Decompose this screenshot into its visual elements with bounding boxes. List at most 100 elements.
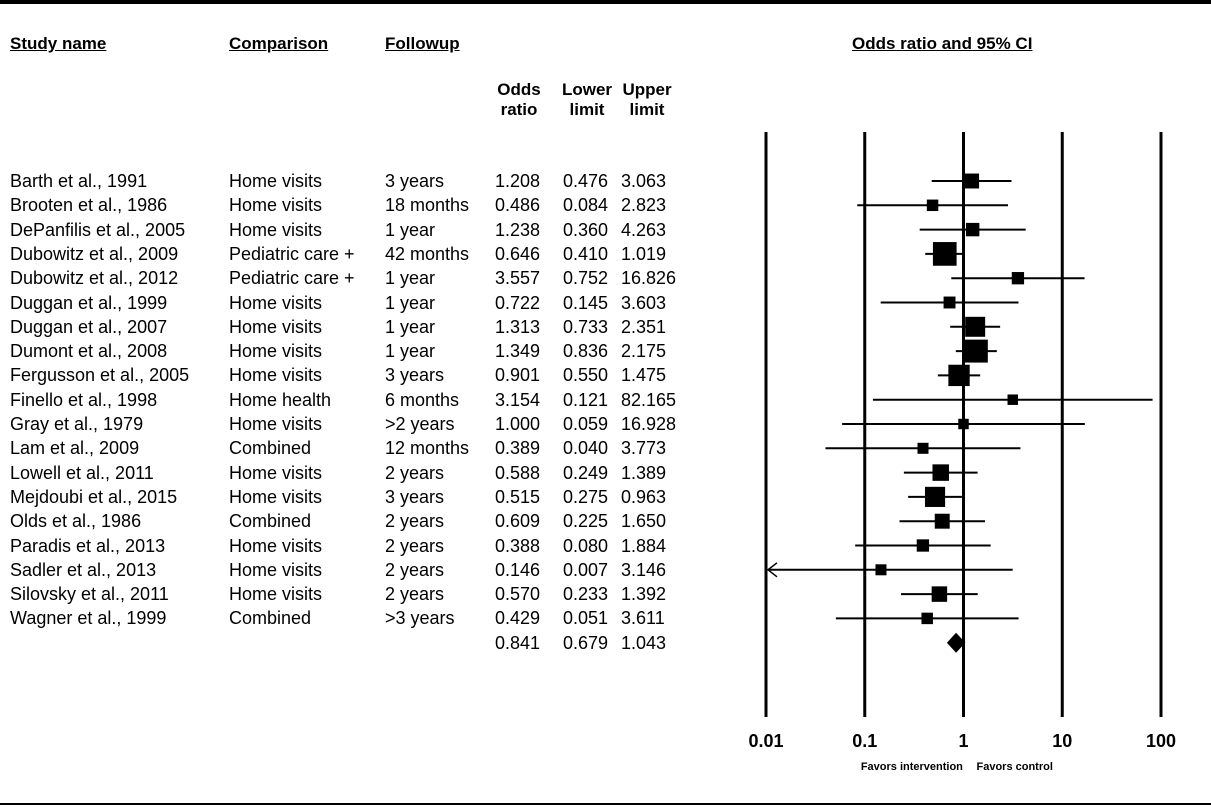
- top-rule: [0, 0, 1211, 4]
- point-estimate: [934, 513, 950, 529]
- point-estimate: [926, 199, 939, 212]
- study-name-cell: Duggan et al., 2007: [10, 316, 168, 337]
- lower-limit-cell: 0.275: [563, 486, 609, 507]
- point-estimate: [932, 464, 949, 481]
- lower-limit-cell: 0.080: [563, 535, 609, 556]
- study-name-cell: Olds et al., 1986: [10, 511, 142, 532]
- followup-cell: 2 years: [385, 584, 445, 605]
- comparison-cell: Combined: [229, 608, 312, 629]
- header-comparison: Comparison: [229, 34, 329, 53]
- upper-limit-cell: 3.146: [621, 559, 667, 580]
- upper-limit-cell: 16.826: [621, 268, 677, 289]
- lower-limit-cell: 0.059: [563, 414, 609, 434]
- point-estimate: [1007, 394, 1018, 405]
- comparison-cell: Home visits: [229, 171, 323, 191]
- lower-limit-cell: 0.040: [563, 438, 609, 459]
- odds-ratio-cell: 0.429: [495, 608, 541, 629]
- study-name-cell: Dubowitz et al., 2012: [10, 268, 179, 289]
- lower-limit-cell: 0.084: [563, 195, 609, 216]
- upper-limit-cell: 2.823: [621, 195, 667, 216]
- study-name-cell: Gray et al., 1979: [10, 414, 144, 434]
- upper-limit-cell: 0.963: [621, 486, 667, 507]
- summary-upper-limit: 1.043: [621, 632, 667, 653]
- upper-limit-cell: 1.392: [621, 584, 667, 605]
- followup-cell: 1 year: [385, 219, 436, 240]
- lower-limit-cell: 0.836: [563, 341, 609, 362]
- odds-ratio-cell: 0.588: [495, 462, 541, 483]
- point-estimate: [948, 364, 970, 387]
- comparison-cell: Home health: [229, 389, 332, 410]
- comparison-cell: Combined: [229, 511, 312, 532]
- study-name-cell: Lowell et al., 2011: [10, 462, 154, 483]
- summary-lower-limit: 0.679: [563, 632, 609, 653]
- comparison-cell: Home visits: [229, 316, 323, 337]
- study-name-cell: Dubowitz et al., 2009: [10, 243, 179, 264]
- followup-cell: 1 year: [385, 268, 436, 289]
- followup-cell: 3 years: [385, 486, 445, 507]
- lower-limit-cell: 0.733: [563, 316, 609, 337]
- header-odds-ratio: Odds ratio: [497, 80, 541, 119]
- header-study-name: Study name: [10, 34, 107, 53]
- upper-limit-cell: 1.475: [621, 365, 667, 386]
- header-lower-limit: Lower limit: [561, 80, 613, 119]
- odds-ratio-cell: 0.515: [495, 486, 541, 507]
- followup-cell: 2 years: [385, 462, 445, 483]
- upper-limit-cell: 3.603: [621, 292, 667, 313]
- followup-cell: 1 year: [385, 341, 436, 362]
- point-estimate: [916, 539, 930, 552]
- upper-limit-cell: 1.019: [621, 243, 667, 264]
- comparison-cell: Home visits: [229, 559, 323, 580]
- followup-cell: 6 months: [385, 389, 460, 410]
- comparison-cell: Home visits: [229, 414, 323, 434]
- odds-ratio-cell: 1.208: [495, 171, 541, 191]
- study-name-cell: Paradis et al., 2013: [10, 535, 166, 556]
- study-name-cell: Sadler et al., 2013: [10, 559, 157, 580]
- comparison-cell: Home visits: [229, 584, 323, 605]
- followup-cell: 18 months: [385, 195, 470, 216]
- point-estimate: [958, 418, 969, 430]
- followup-cell: 3 years: [385, 171, 445, 191]
- study-name-cell: Lam et al., 2009: [10, 438, 140, 459]
- header-followup: Followup: [385, 34, 460, 53]
- upper-limit-cell: 4.263: [621, 219, 667, 240]
- point-estimate: [964, 173, 980, 189]
- followup-cell: 1 year: [385, 292, 436, 313]
- comparison-cell: Home visits: [229, 195, 323, 216]
- odds-ratio-cell: 0.389: [495, 438, 541, 459]
- lower-limit-cell: 0.007: [563, 559, 609, 580]
- comparison-cell: Pediatric care +: [229, 243, 355, 264]
- lower-limit-cell: 0.225: [563, 511, 609, 532]
- x-tick-label: 10: [1052, 731, 1072, 751]
- study-name-cell: Mejdoubi et al., 2015: [10, 486, 178, 507]
- point-estimate: [1011, 272, 1025, 285]
- favors-intervention-label: Favors intervention: [861, 761, 963, 773]
- upper-limit-cell: 16.928: [621, 414, 677, 434]
- lower-limit-cell: 0.476: [563, 171, 609, 191]
- point-estimate: [921, 612, 933, 625]
- odds-ratio-cell: 3.154: [495, 389, 541, 410]
- odds-ratio-cell: 0.646: [495, 243, 541, 264]
- point-estimate: [931, 586, 948, 602]
- study-name-cell: Dumont et al., 2008: [10, 341, 168, 362]
- followup-cell: 3 years: [385, 365, 445, 386]
- odds-ratio-cell: 1.000: [495, 414, 541, 434]
- comparison-cell: Home visits: [229, 486, 323, 507]
- comparison-cell: Home visits: [229, 462, 323, 483]
- followup-cell: 2 years: [385, 511, 445, 532]
- study-name-cell: Brooten et al., 1986: [10, 195, 168, 216]
- followup-cell: 42 months: [385, 243, 470, 264]
- odds-ratio-cell: 1.313: [495, 316, 541, 337]
- point-estimate: [965, 222, 980, 237]
- study-name-cell: Fergusson et al., 2005: [10, 365, 190, 386]
- upper-limit-cell: 82.165: [621, 389, 677, 410]
- favors-control-label: Favors control: [977, 761, 1053, 773]
- followup-cell: >2 years: [385, 414, 455, 434]
- lower-limit-cell: 0.752: [563, 268, 609, 289]
- comparison-cell: Combined: [229, 438, 312, 459]
- upper-limit-cell: 1.650: [621, 511, 667, 532]
- odds-ratio-cell: 0.722: [495, 292, 541, 313]
- lower-limit-cell: 0.249: [563, 462, 609, 483]
- odds-ratio-cell: 0.609: [495, 511, 541, 532]
- upper-limit-cell: 2.351: [621, 316, 667, 337]
